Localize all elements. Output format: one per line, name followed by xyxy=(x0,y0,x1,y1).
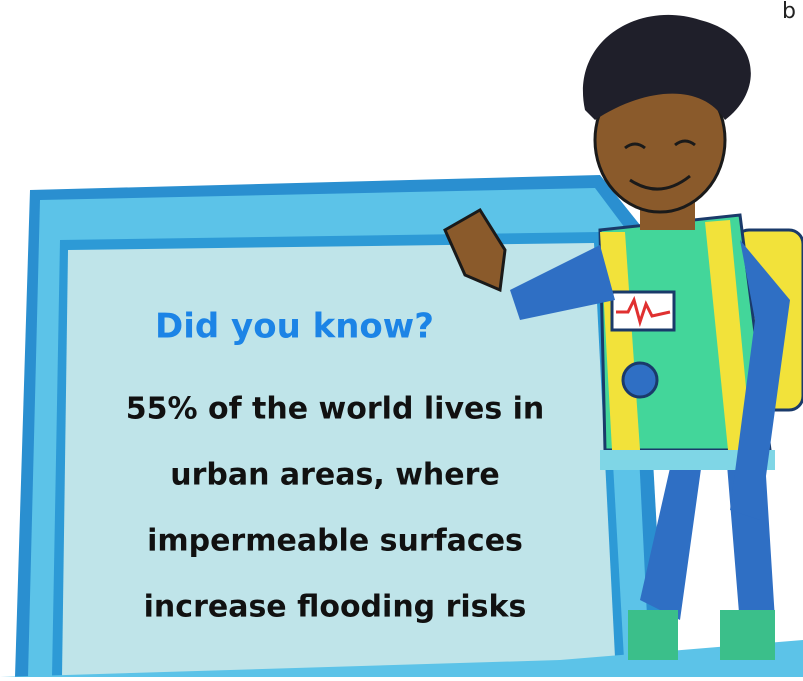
strap-right xyxy=(705,220,752,450)
body-line: increase flooding risks xyxy=(144,590,527,625)
smile xyxy=(629,174,691,191)
info-panel xyxy=(0,175,803,677)
body-line: impermeable surfaces xyxy=(147,524,523,559)
right-arm xyxy=(730,240,790,520)
character xyxy=(443,14,803,660)
left-boot xyxy=(628,610,678,660)
body-line: 55% of the world lives in xyxy=(126,392,545,427)
round-badge xyxy=(621,361,659,399)
pulse-line xyxy=(616,295,671,328)
heading: Did you know? xyxy=(155,307,434,347)
belt-trim xyxy=(600,450,775,470)
right-boot xyxy=(720,610,775,660)
hand xyxy=(443,207,507,293)
floor-stripe xyxy=(0,640,803,677)
hair xyxy=(582,14,751,120)
corner-text: b xyxy=(782,0,796,24)
body-line: urban areas, where xyxy=(170,458,500,493)
waving-arm xyxy=(510,245,615,320)
eyes xyxy=(624,139,696,150)
panel-background xyxy=(62,243,616,677)
